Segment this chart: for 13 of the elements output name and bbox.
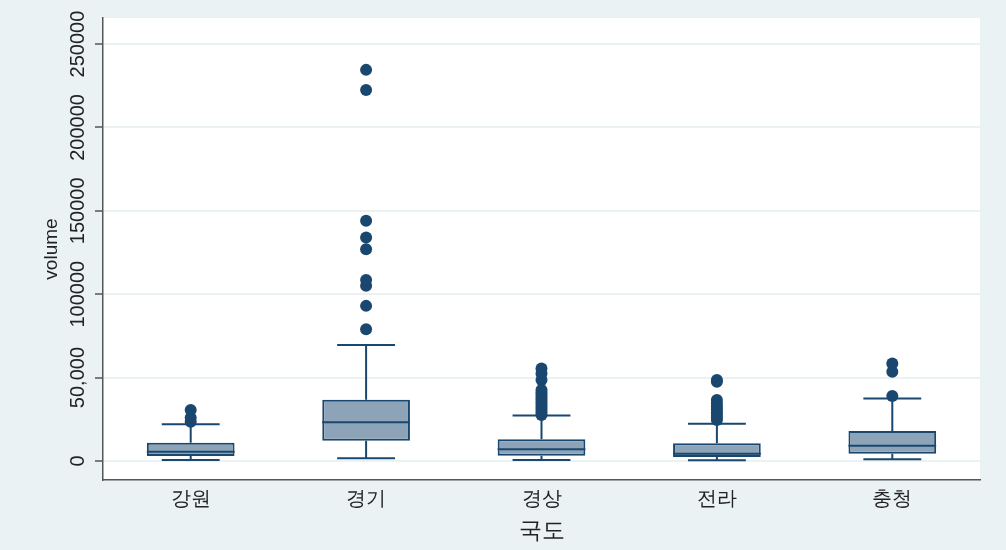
y-tick-label: 50,000 [65, 347, 88, 409]
y-tick-label: 250000 [65, 10, 88, 78]
y-tick-label: 200000 [65, 94, 88, 161]
x-tick-label: 충청 [872, 486, 913, 509]
y-tick-label: 150000 [65, 177, 88, 245]
y-tick-label: 100000 [65, 260, 88, 328]
x-tick-label: 경상 [521, 486, 562, 509]
x-tick-label: 경기 [346, 486, 387, 509]
x-tick-label: 강원 [170, 486, 211, 509]
y-axis-title: volume [39, 218, 61, 280]
x-axis-title: 국도 [518, 516, 565, 543]
y-tick-label: 0 [65, 455, 88, 467]
x-tick-label: 전라 [696, 486, 737, 509]
